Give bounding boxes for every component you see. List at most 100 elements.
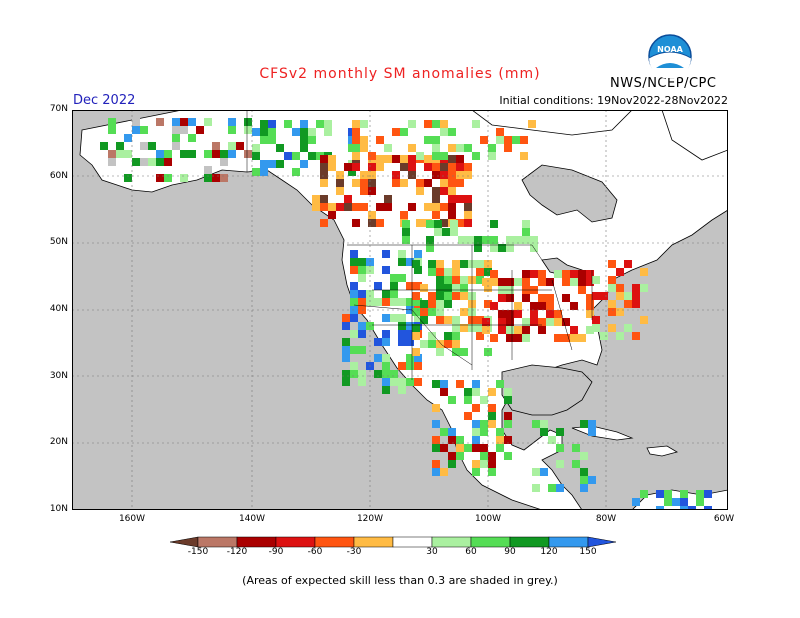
anomaly-cell	[352, 152, 360, 160]
anomaly-cell	[488, 152, 496, 160]
anomaly-cell	[376, 136, 384, 144]
anomaly-cell	[350, 282, 358, 290]
anomaly-cell	[538, 278, 546, 286]
anomaly-cell	[384, 203, 392, 211]
anomaly-cell	[320, 195, 328, 203]
lon-label-140w: 140W	[238, 514, 266, 524]
anomaly-cell	[450, 220, 458, 228]
anomaly-cell	[382, 290, 390, 298]
anomaly-cell	[416, 219, 424, 227]
anomaly-cell	[428, 308, 436, 316]
anomaly-cell	[608, 284, 616, 292]
colorbar-label: 30	[426, 547, 438, 557]
anomaly-cell	[416, 152, 424, 160]
anomaly-cell	[400, 163, 408, 171]
anomaly-cell	[562, 270, 570, 278]
anomaly-cell	[252, 128, 260, 136]
anomaly-cell	[452, 324, 460, 332]
anomaly-cell	[440, 468, 448, 476]
anomaly-cell	[406, 322, 414, 330]
colorbar-segment	[392, 536, 433, 548]
anomaly-cell	[680, 498, 688, 506]
anomaly-cell	[368, 187, 376, 195]
anomaly-cell	[252, 168, 260, 176]
anomaly-cell	[532, 420, 540, 428]
anomaly-cell	[522, 228, 530, 236]
anomaly-cell	[180, 118, 188, 126]
anomaly-cell	[672, 498, 680, 506]
anomaly-cell	[412, 292, 420, 300]
anomaly-cell	[586, 326, 594, 334]
anomaly-cell	[538, 302, 546, 310]
anomaly-cell	[398, 378, 406, 386]
anomaly-cell	[448, 195, 456, 203]
anomaly-cell	[352, 203, 360, 211]
anomaly-cell	[436, 260, 444, 268]
anomaly-cell	[514, 334, 522, 342]
anomaly-cell	[436, 268, 444, 276]
anomaly-cell	[480, 396, 488, 404]
anomaly-cell	[488, 420, 496, 428]
anomaly-cell	[132, 158, 140, 166]
anomaly-cell	[444, 316, 452, 324]
anomaly-cell	[460, 348, 468, 356]
anomaly-cell	[220, 150, 228, 158]
colorbar-segment	[275, 536, 316, 548]
anomaly-cell	[480, 452, 488, 460]
anomaly-cell	[488, 460, 496, 468]
anomaly-cell	[476, 268, 484, 276]
anomaly-cell	[358, 266, 366, 274]
anomaly-cell	[260, 128, 268, 136]
anomaly-cell	[592, 292, 600, 300]
anomaly-cell	[504, 144, 512, 152]
svg-text:NOAA: NOAA	[657, 45, 683, 54]
anomaly-cell	[456, 155, 464, 163]
anomaly-cell	[696, 490, 704, 498]
anomaly-cell	[472, 120, 480, 128]
anomaly-cell	[252, 144, 260, 152]
anomaly-cell	[456, 163, 464, 171]
anomaly-cell	[506, 294, 514, 302]
anomaly-cell	[308, 128, 316, 136]
anomaly-cell	[398, 258, 406, 266]
anomaly-cell	[448, 155, 456, 163]
anomaly-cell	[432, 187, 440, 195]
anomaly-cell	[460, 260, 468, 268]
anomaly-cell	[538, 326, 546, 334]
anomaly-cell	[228, 150, 236, 158]
anomaly-cell	[546, 294, 554, 302]
anomaly-cell	[400, 211, 408, 219]
anomaly-cell	[538, 294, 546, 302]
anomaly-cell	[474, 244, 482, 252]
lat-label-20n: 20N	[49, 437, 68, 447]
anomaly-cell	[420, 284, 428, 292]
anomaly-cell	[704, 506, 712, 510]
anomaly-cell	[444, 300, 452, 308]
anomaly-cell	[156, 158, 164, 166]
anomaly-cell	[432, 444, 440, 452]
anomaly-cell	[358, 378, 366, 386]
anomaly-cell	[632, 292, 640, 300]
anomaly-cell	[414, 282, 422, 290]
anomaly-cell	[608, 300, 616, 308]
anomaly-cell	[498, 318, 506, 326]
anomaly-cell	[204, 174, 212, 182]
anomaly-cell	[522, 236, 530, 244]
anomaly-cell	[588, 476, 596, 484]
anomaly-cell	[406, 282, 414, 290]
anomaly-cell	[514, 310, 522, 318]
anomaly-cell	[506, 244, 514, 252]
anomaly-cell	[506, 326, 514, 334]
anomaly-cell	[514, 302, 522, 310]
anomaly-cell	[460, 284, 468, 292]
anomaly-cell	[352, 219, 360, 227]
anomaly-cell	[680, 506, 688, 510]
anomaly-cell	[496, 428, 504, 436]
anomaly-cell	[578, 286, 586, 294]
anomaly-cell	[328, 155, 336, 163]
anomaly-cell	[268, 128, 276, 136]
anomaly-cell	[382, 330, 390, 338]
anomaly-cell	[156, 118, 164, 126]
anomaly-cell	[480, 460, 488, 468]
anomaly-cell	[588, 428, 596, 436]
